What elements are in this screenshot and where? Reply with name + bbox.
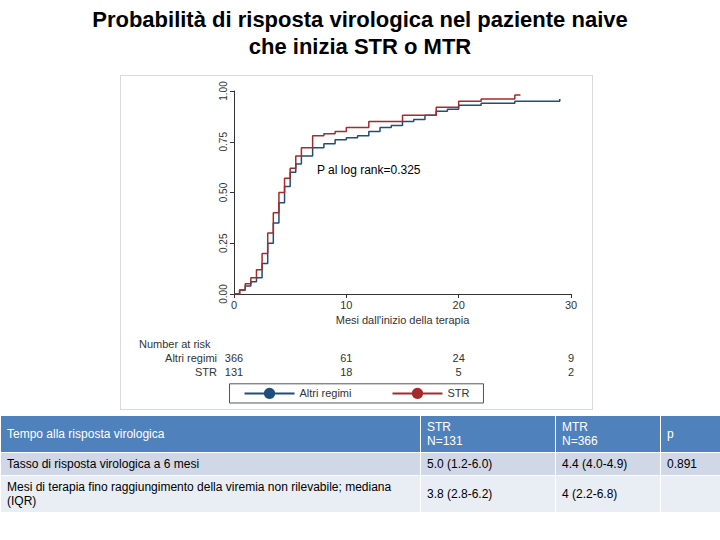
svg-text:STR: STR	[195, 366, 217, 378]
svg-text:0.75: 0.75	[218, 132, 229, 152]
html-text:che inizia STR o MTR: che inizia STR o MTR	[248, 34, 472, 59]
svg-text:9: 9	[568, 352, 574, 364]
svg-text:STR: STR	[447, 387, 469, 399]
html-text:MTR N=366: MTR N=366	[562, 420, 598, 448]
html-text:Tasso di risposta virologica a: Tasso di risposta virologica a 6 mesi	[7, 457, 200, 471]
html-text:5.0 (1.2-6.0): 5.0 (1.2-6.0)	[427, 457, 493, 471]
html-text:4.4 (4.0-4.9): 4.4 (4.0-4.9)	[562, 457, 628, 471]
html-text:Tempo alla risposta virologica: Tempo alla risposta virologica	[7, 427, 165, 441]
svg-text:24: 24	[453, 352, 465, 364]
html-text:4 (2.2-6.8): 4 (2.2-6.8)	[562, 487, 618, 501]
svg-text:1.00: 1.00	[218, 81, 229, 101]
svg-text:P al log rank=0.325: P al log rank=0.325	[317, 163, 421, 177]
html-text:0.891: 0.891	[667, 457, 697, 471]
svg-text:0.50: 0.50	[218, 182, 229, 202]
svg-text:18: 18	[340, 366, 352, 378]
svg-text:10: 10	[340, 299, 352, 311]
svg-text:61: 61	[340, 352, 352, 364]
svg-text:0: 0	[231, 299, 237, 311]
svg-text:Altri regimi: Altri regimi	[300, 387, 352, 399]
svg-text:366: 366	[225, 352, 243, 364]
svg-text:5: 5	[456, 366, 462, 378]
html-text:STR N=131: STR N=131	[427, 420, 463, 448]
html-text:Mesi di terapia fino raggiungi: Mesi di terapia fino raggiungimento dell…	[7, 480, 392, 508]
svg-text:20: 20	[453, 299, 465, 311]
html-text:p: p	[667, 427, 674, 441]
html-text:3.8 (2.8-6.2): 3.8 (2.8-6.2)	[427, 487, 493, 501]
svg-text:2: 2	[568, 366, 574, 378]
svg-text:Number at risk: Number at risk	[139, 338, 211, 350]
svg-text:Mesi dall'inizio della terapia: Mesi dall'inizio della terapia	[336, 314, 470, 326]
svg-text:131: 131	[225, 366, 243, 378]
svg-text:0.25: 0.25	[218, 233, 229, 253]
svg-text:0.00: 0.00	[218, 284, 229, 304]
html-text:Probabilità di risposta virolo: Probabilità di risposta virologica nel p…	[92, 7, 628, 32]
svg-text:30: 30	[565, 299, 577, 311]
svg-text:Altri regimi: Altri regimi	[165, 352, 217, 364]
